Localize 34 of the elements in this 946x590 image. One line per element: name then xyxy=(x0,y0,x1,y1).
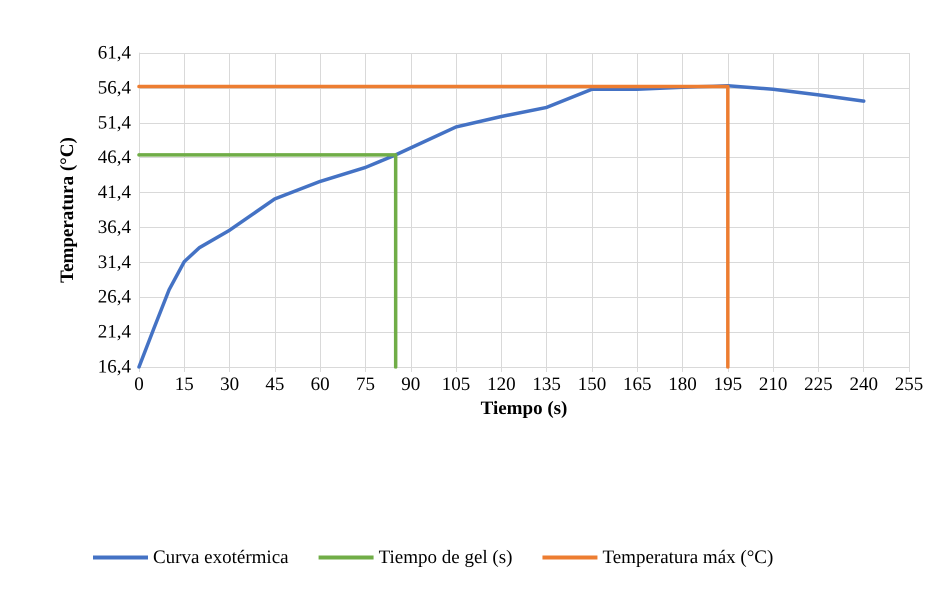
x-tick-label: 210 xyxy=(758,374,788,395)
x-tick-label: 255 xyxy=(894,374,924,395)
y-tick-label: 16,4 xyxy=(98,356,132,378)
y-tick-label: 21,4 xyxy=(98,322,132,343)
x-tick-label: 120 xyxy=(487,374,516,395)
x-tick-label: 150 xyxy=(578,374,606,395)
legend-label: Curva exotérmica xyxy=(153,547,290,568)
y-tick-label: 26,4 xyxy=(98,286,132,308)
y-tick-label: 56,4 xyxy=(98,77,132,98)
y-tick-label: 61,4 xyxy=(98,42,132,64)
x-tick-label: 0 xyxy=(134,374,144,395)
x-tick-label: 45 xyxy=(265,374,284,395)
x-tick-label: 165 xyxy=(622,374,652,395)
y-tick-label: 36,4 xyxy=(98,216,132,238)
y-tick-label: 51,4 xyxy=(98,112,132,134)
x-tick-label: 15 xyxy=(174,374,194,395)
x-tick-label: 60 xyxy=(310,374,330,395)
x-tick-label: 105 xyxy=(442,374,470,395)
x-axis-title: Tiempo (s) xyxy=(480,398,568,419)
x-tick-label: 135 xyxy=(532,374,561,395)
y-tick-label: 41,4 xyxy=(98,182,132,204)
x-tick-label: 225 xyxy=(804,374,833,395)
legend-label: Temperatura máx (°C) xyxy=(602,547,774,568)
y-axis-title: Temperatura (°C) xyxy=(57,137,78,283)
y-tick-label: 31,4 xyxy=(98,252,132,273)
x-tick-label: 30 xyxy=(220,374,240,395)
legend-label: Tiempo de gel (s) xyxy=(378,547,512,568)
x-tick-label: 180 xyxy=(668,374,697,395)
x-tick-label: 195 xyxy=(714,374,742,395)
x-tick-label: 90 xyxy=(401,374,420,395)
line-series xyxy=(137,84,866,369)
x-tick-label: 75 xyxy=(356,374,375,395)
x-tick-label: 240 xyxy=(849,374,878,395)
y-tick-label: 46,4 xyxy=(98,147,132,168)
